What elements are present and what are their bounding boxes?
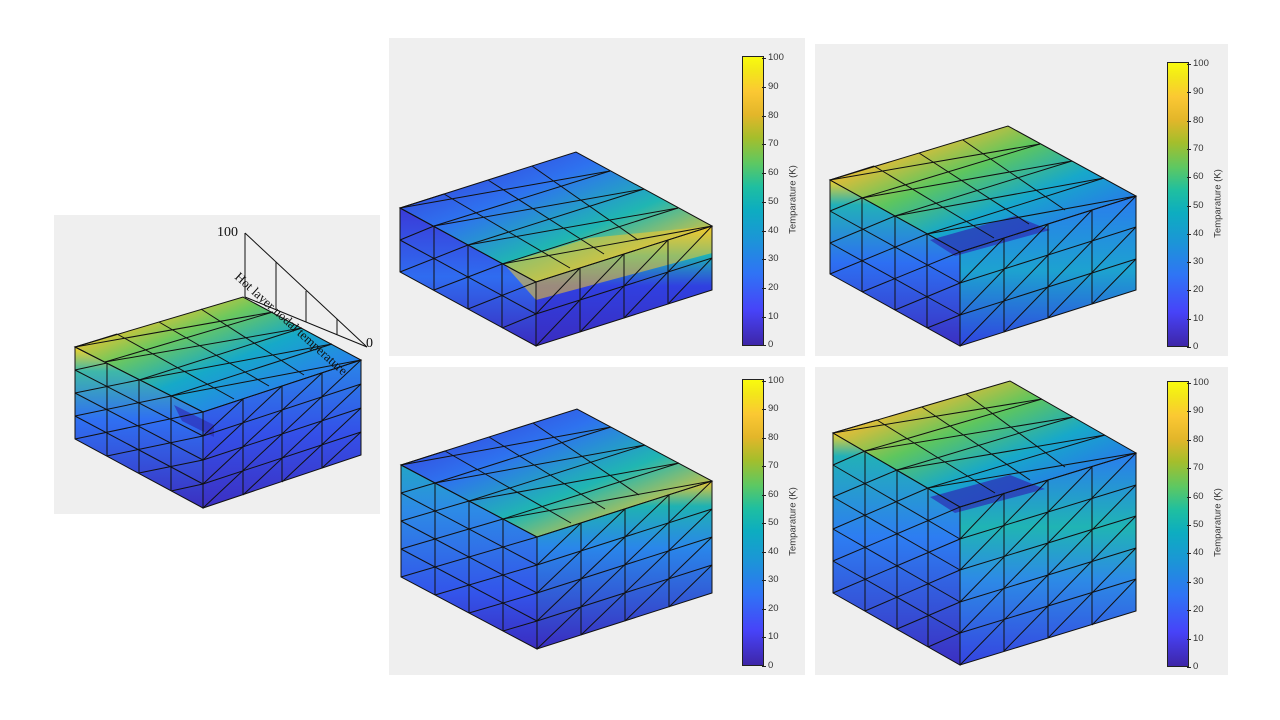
cube-bottom-right [831, 380, 1138, 666]
colorbar-tick: 10 [1187, 633, 1204, 644]
panel-bottom-right: 100 90 80 70 60 50 40 30 20 10 0 Tempara… [815, 367, 1228, 675]
panel-top-right: 100 90 80 70 60 50 40 30 20 10 0 Tempara… [815, 44, 1228, 356]
colorbar-tick: 40 [1187, 547, 1204, 558]
panel-bottom-middle: 100 90 80 70 60 50 40 30 20 10 0 Tempara… [389, 367, 805, 675]
colorbar-tick: 40 [1187, 228, 1204, 239]
colorbar-tick: 70 [762, 460, 779, 471]
colorbar-tick: 30 [762, 574, 779, 585]
colorbar-tick: 60 [1187, 171, 1204, 182]
colorbar-tick: 60 [1187, 491, 1204, 502]
colorbar-tick: 30 [762, 253, 779, 264]
colorbar: 100 90 80 70 60 50 40 30 20 10 0 Tempara… [742, 52, 802, 350]
colorbar: 100 90 80 70 60 50 40 30 20 10 0 Tempara… [742, 375, 802, 671]
colorbar-tick: 30 [1187, 576, 1204, 587]
main-figure-cube [73, 232, 368, 509]
colorbar-tick: 50 [762, 196, 779, 207]
colorbar-tick: 0 [761, 660, 774, 671]
colorbar-tick: 20 [762, 282, 779, 293]
scale-min-label: 0 [366, 336, 373, 351]
colorbar: 100 90 80 70 60 50 40 30 20 10 0 Tempara… [1167, 58, 1227, 354]
colorbar-tick: 70 [1187, 143, 1204, 154]
colorbar-tick: 50 [762, 517, 779, 528]
colorbar-tick: 50 [1187, 200, 1204, 211]
colorbar-tick: 50 [1187, 519, 1204, 530]
colorbar-tick: 20 [762, 603, 779, 614]
colorbar-tick: 70 [1187, 462, 1204, 473]
nodal-temperature-scale [244, 232, 368, 348]
colorbar-tick: 100 [762, 375, 784, 386]
colorbar-tick: 40 [762, 546, 779, 557]
colorbar-tick: 0 [761, 339, 774, 350]
colorbar-tick: 60 [762, 167, 779, 178]
colorbar-label: Temparature (K) [1212, 169, 1224, 238]
cold-notch [174, 405, 214, 437]
colorbar-tick: 10 [762, 631, 779, 642]
colorbar-tick: 90 [762, 403, 779, 414]
colorbar-tick: 80 [762, 110, 779, 121]
colorbar-tick: 30 [1187, 256, 1204, 267]
main-figure-panel: 100 0 Hot layer nodal temperature [54, 215, 380, 514]
colorbar: 100 90 80 70 60 50 40 30 20 10 0 Tempara… [1167, 377, 1227, 673]
scale-max-label: 100 [217, 225, 238, 240]
colorbar-tick: 10 [1187, 313, 1204, 324]
cube-top-middle [398, 151, 714, 347]
colorbar-tick: 90 [1187, 86, 1204, 97]
colorbar-tick: 100 [1187, 377, 1209, 388]
colorbar-tick: 80 [1187, 115, 1204, 126]
colorbar-tick: 80 [1187, 434, 1204, 445]
colorbar-label: Temparature (K) [787, 487, 799, 556]
colorbar-tick: 100 [762, 52, 784, 63]
mesh-lines [73, 296, 363, 509]
colorbar-tick: 40 [762, 225, 779, 236]
colorbar-tick: 90 [762, 81, 779, 92]
colorbar-label: Temparature (K) [1212, 488, 1224, 557]
colorbar-tick: 0 [1186, 661, 1199, 672]
colorbar-tick: 100 [1187, 58, 1209, 69]
colorbar-label: Temparature (K) [787, 165, 799, 234]
colorbar-tick: 0 [1186, 341, 1199, 352]
colorbar-tick: 90 [1187, 405, 1204, 416]
cube-bottom-middle [399, 408, 714, 650]
colorbar-tick: 20 [1187, 604, 1204, 615]
colorbar-tick: 10 [762, 311, 779, 322]
colorbar-tick: 80 [762, 432, 779, 443]
colorbar-tick: 20 [1187, 284, 1204, 295]
cube-top-right [828, 125, 1138, 347]
colorbar-tick: 60 [762, 489, 779, 500]
panel-top-middle: 100 90 80 70 60 50 40 30 20 10 0 Tempara… [389, 38, 805, 356]
colorbar-tick: 70 [762, 138, 779, 149]
